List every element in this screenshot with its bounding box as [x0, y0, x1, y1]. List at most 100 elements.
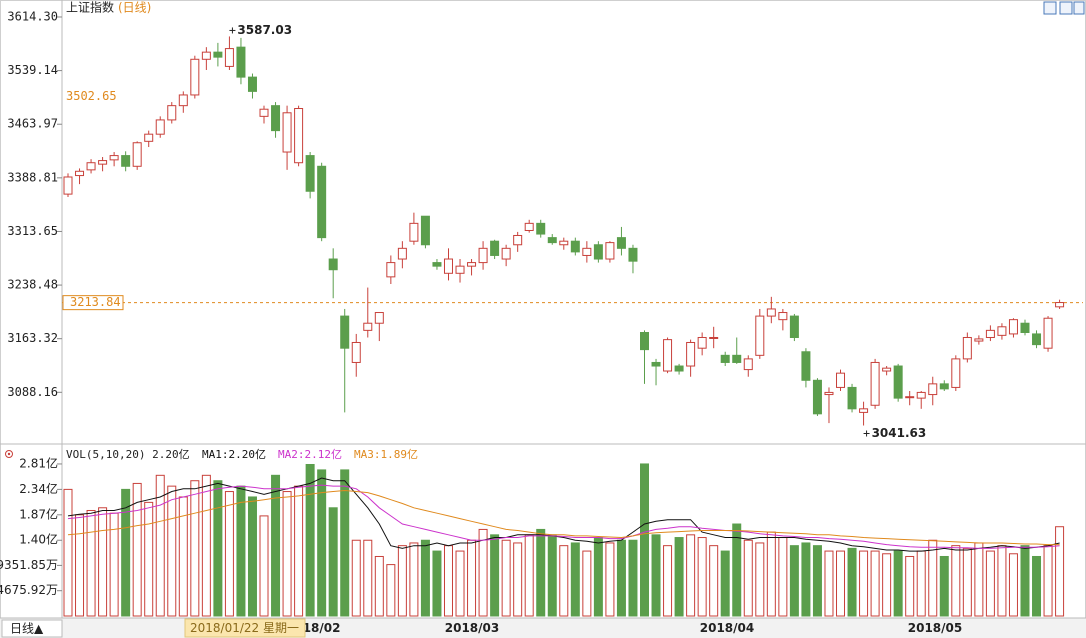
candle-body — [121, 155, 131, 167]
candle-body — [75, 170, 85, 177]
candle-body — [985, 329, 995, 338]
candle-body — [640, 331, 649, 351]
tool-button[interactable] — [1043, 1, 1057, 15]
volume-bar — [144, 501, 154, 617]
legend-entry: MA2:2.12亿 — [278, 448, 342, 461]
volume-bar — [455, 550, 465, 617]
volume-bar — [697, 537, 707, 617]
volume-bar — [1008, 553, 1018, 617]
tool-button[interactable] — [1073, 1, 1085, 15]
volume-bar — [490, 534, 500, 617]
volume-bar — [132, 482, 142, 617]
cursor-date: 2018/01/22 星期一 — [190, 621, 299, 635]
candle-body — [201, 51, 211, 60]
candle-body — [605, 242, 615, 260]
volume-icon — [5, 450, 13, 458]
candle-body — [663, 339, 673, 372]
volume-bar — [720, 550, 730, 617]
volume-bar — [859, 550, 869, 617]
volume-bar — [420, 539, 430, 617]
volume-bar — [1043, 545, 1053, 617]
volume-bar — [663, 545, 673, 617]
candle-body — [1043, 317, 1053, 349]
volume-bar — [86, 509, 96, 617]
candle-body — [386, 262, 396, 278]
last-price-label: 3213.84 — [70, 295, 121, 309]
candle-body — [178, 94, 188, 107]
y-tick-label: 4675.92万 — [0, 583, 58, 597]
candle-body — [836, 372, 846, 388]
volume-bar — [397, 545, 407, 617]
candle-body — [789, 315, 799, 338]
volume-bar — [201, 474, 211, 617]
candle-body — [98, 160, 108, 165]
volume-bar — [224, 491, 234, 617]
volume-bar — [317, 469, 327, 617]
volume-bar — [98, 507, 108, 617]
volume-bar — [709, 545, 719, 617]
ma-line — [67, 489, 1060, 546]
volume-bar — [836, 550, 846, 617]
volume-bar — [547, 534, 557, 617]
candle-body — [720, 354, 730, 363]
volume-bar — [743, 539, 753, 617]
candle-body — [859, 408, 869, 413]
volume-bar — [801, 542, 811, 617]
candle-body — [766, 308, 776, 317]
candle-body — [674, 365, 684, 372]
candle-body — [420, 215, 430, 246]
volume-bar — [236, 485, 246, 617]
candle-body — [686, 341, 696, 367]
candle-body — [167, 105, 177, 121]
candle-body — [363, 322, 373, 331]
candle-body — [524, 222, 534, 231]
volume-bar — [443, 545, 453, 617]
volume-bar — [1032, 555, 1042, 617]
volume-bar — [812, 545, 822, 617]
candle-body — [570, 240, 580, 253]
volume-bar — [985, 550, 995, 617]
legend-entry: MA1:2.20亿 — [202, 448, 266, 461]
volume-bar — [882, 553, 892, 617]
volume-bar — [651, 534, 661, 617]
volume-bar — [928, 539, 938, 617]
toolbar — [1043, 1, 1085, 15]
candle-body — [812, 379, 822, 415]
candle-body — [259, 108, 269, 117]
volume-bar — [386, 564, 396, 617]
candle-body — [939, 383, 949, 390]
volume-bar — [282, 491, 292, 617]
y-tick-label: 3463.97 — [7, 117, 58, 131]
y-tick-label: 3614.30 — [7, 9, 58, 23]
volume-bar — [570, 542, 580, 617]
volume-bar — [1055, 526, 1065, 617]
candle-body — [801, 351, 811, 381]
y-tick-label: 3163.32 — [7, 331, 58, 345]
volume-bar — [997, 545, 1007, 617]
volume-bar — [905, 555, 915, 617]
candle-body — [1032, 333, 1042, 346]
volume-bar — [328, 507, 338, 617]
candle-body — [974, 338, 984, 342]
volume-bar — [247, 496, 257, 617]
volume-bar — [294, 485, 304, 617]
candle-body — [144, 133, 154, 142]
y-tick-label: 3088.16 — [7, 385, 58, 399]
chart-title: 上证指数 — [66, 0, 114, 15]
candle-body — [340, 315, 350, 349]
candle-body — [282, 112, 292, 153]
volume-bar — [870, 550, 880, 617]
y-tick-label: 9351.85万 — [0, 558, 58, 572]
candle-body — [294, 108, 304, 164]
period-tab[interactable] — [1, 619, 63, 638]
candle-body — [443, 258, 453, 274]
y-tick-label: 3313.65 — [7, 224, 58, 238]
tool-button[interactable] — [1059, 1, 1073, 15]
y-tick-label: 3238.48 — [7, 278, 58, 292]
candle-body — [778, 312, 788, 321]
period-tab-label[interactable]: 日线▲ — [10, 622, 44, 636]
chart-subtitle: (日线) — [118, 1, 151, 15]
candle-body — [536, 222, 546, 235]
volume-bar — [616, 539, 626, 617]
volume-bar — [939, 555, 949, 617]
